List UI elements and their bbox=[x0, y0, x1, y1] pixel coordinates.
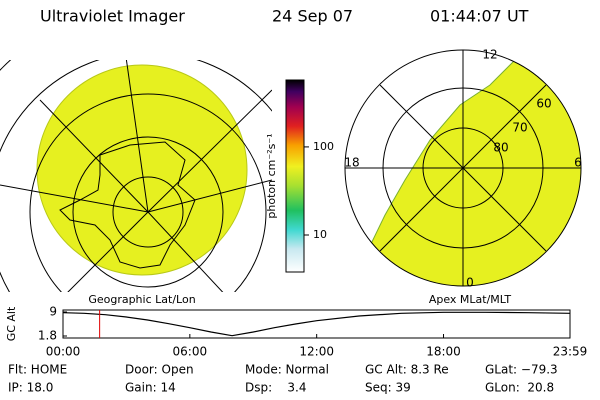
x-tick-label: 00:00 bbox=[46, 345, 81, 359]
x-tick-label: 12:00 bbox=[299, 345, 334, 359]
status-field: Seq: 39 bbox=[365, 381, 411, 395]
status-field: GC Alt: 8.3 Re bbox=[365, 363, 449, 377]
colorbar-label: photon cm⁻²s⁻¹ bbox=[265, 133, 278, 218]
mlt-label: 6 bbox=[574, 156, 582, 170]
latitude-label: 70 bbox=[512, 121, 527, 135]
mlt-label: 0 bbox=[466, 276, 474, 290]
status-field: GLat: −79.3 bbox=[485, 363, 558, 377]
y-tick-label: 9 bbox=[49, 305, 57, 319]
y-tick-label: 1.8 bbox=[38, 329, 57, 343]
altitude-plot-frame bbox=[62, 309, 571, 339]
status-field: IP: 18.0 bbox=[8, 381, 53, 395]
geographic-map bbox=[0, 60, 272, 292]
mlt-label: 18 bbox=[344, 156, 359, 170]
date: 24 Sep 07 bbox=[272, 7, 353, 26]
latitude-label: 80 bbox=[493, 141, 508, 155]
colorbar bbox=[285, 79, 305, 273]
title: Ultraviolet Imager bbox=[40, 7, 185, 26]
colorbar-tick-label: 10 bbox=[313, 228, 327, 241]
time: 01:44:07 UT bbox=[430, 7, 529, 26]
status-field: Flt: HOME bbox=[8, 363, 67, 377]
status-field: Gain: 14 bbox=[125, 381, 176, 395]
right-map-label: Apex MLat/MLT bbox=[429, 293, 512, 306]
x-tick-label: 18:00 bbox=[426, 345, 461, 359]
apex-map bbox=[344, 49, 582, 287]
x-tick-label: 06:00 bbox=[173, 345, 208, 359]
altitude-axis-label: GC Alt bbox=[5, 306, 18, 341]
altitude-line bbox=[62, 311, 571, 337]
mlt-label: 12 bbox=[482, 48, 497, 62]
status-field: GLon: 20.8 bbox=[485, 381, 554, 395]
status-field: Dsp: 3.4 bbox=[245, 381, 307, 395]
colorbar-tick-label: 100 bbox=[313, 140, 334, 153]
status-field: Mode: Normal bbox=[245, 363, 329, 377]
x-tick-label: 23:59 bbox=[553, 345, 588, 359]
left-map-label: Geographic Lat/Lon bbox=[88, 293, 195, 306]
status-field: Door: Open bbox=[125, 363, 194, 377]
latitude-label: 60 bbox=[536, 97, 551, 111]
